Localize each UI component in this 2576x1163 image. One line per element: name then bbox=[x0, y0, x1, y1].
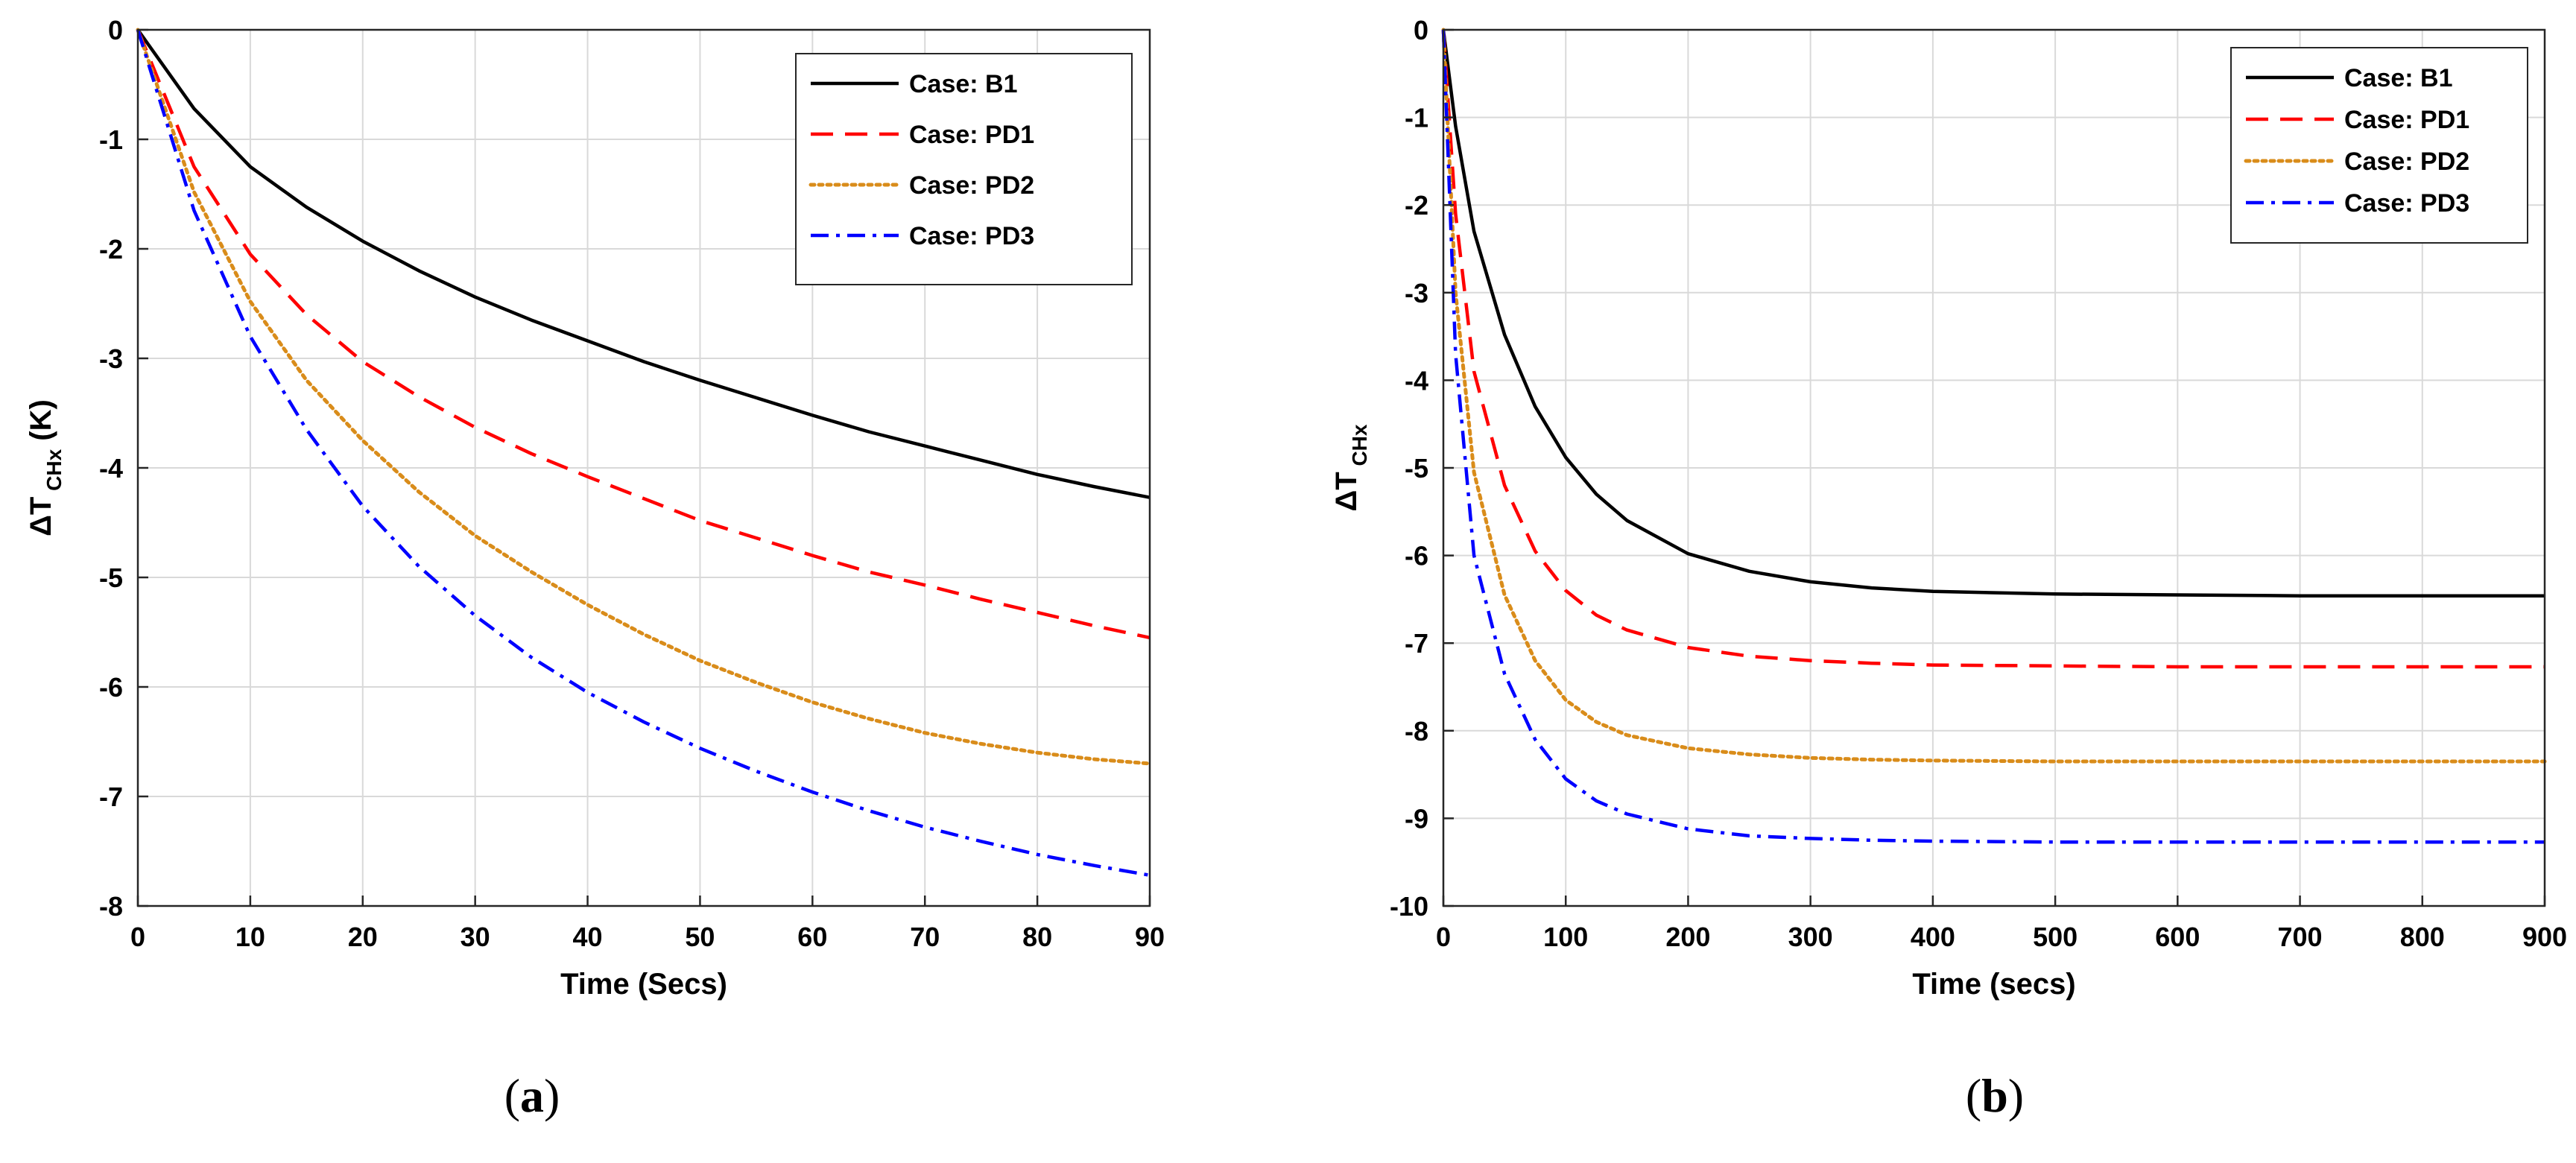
x-tick-label: 400 bbox=[1911, 922, 1955, 952]
ticks: 0 10 20 30 40 50 60 70 80 90 0 -1 -2 -3 -4 -5 -6 -7 -8 bbox=[99, 15, 1165, 952]
panel-caption-close: ) bbox=[544, 1069, 560, 1122]
y-tick-label: -3 bbox=[99, 343, 123, 374]
y-axis-label-subscript: CHx bbox=[1348, 424, 1371, 472]
legend-label: Case: PD2 bbox=[909, 171, 1034, 200]
x-tick-label: 20 bbox=[348, 922, 378, 952]
x-tick-label: 900 bbox=[2522, 922, 2567, 952]
y-tick-label: -6 bbox=[99, 672, 123, 703]
x-tick-label: 40 bbox=[573, 922, 603, 952]
panel-caption-letter: b bbox=[1981, 1069, 2008, 1122]
y-tick-label: 0 bbox=[1414, 15, 1428, 45]
y-tick-label: 0 bbox=[108, 15, 123, 45]
panel-caption-letter: a bbox=[520, 1069, 544, 1122]
series-line-case-pd3 bbox=[136, 29, 1151, 878]
x-tick-label: 90 bbox=[1135, 922, 1165, 952]
y-axis-label-unit: (K) bbox=[25, 399, 57, 449]
series-group bbox=[1441, 28, 2547, 844]
legend-label: Case: PD2 bbox=[2344, 148, 2469, 176]
y-tick-label: -6 bbox=[1405, 541, 1428, 571]
x-tick-label: 600 bbox=[2155, 922, 2200, 952]
x-tick-label: 10 bbox=[235, 922, 265, 952]
legend-label: Case: PD3 bbox=[2344, 189, 2469, 218]
y-tick-label: -4 bbox=[99, 453, 123, 484]
series-line-case-b1 bbox=[1441, 29, 2545, 598]
panel-caption: (b) bbox=[1966, 1069, 2024, 1122]
series-line-case-b1 bbox=[136, 28, 1151, 499]
x-tick-label: 100 bbox=[1543, 922, 1588, 952]
y-axis-label-subscript: CHx bbox=[42, 449, 66, 496]
x-tick-label: 80 bbox=[1022, 922, 1052, 952]
legend-label: Case: PD3 bbox=[909, 222, 1034, 250]
panel-caption-open: ( bbox=[1966, 1069, 1981, 1122]
y-tick-label: -4 bbox=[1405, 365, 1428, 396]
y-tick-label: -8 bbox=[1405, 716, 1428, 747]
y-tick-label: -5 bbox=[1405, 453, 1428, 484]
panel-caption-close: ) bbox=[2008, 1069, 2024, 1122]
series-line-case-pd2 bbox=[136, 28, 1152, 766]
panel-caption-open: ( bbox=[504, 1069, 520, 1122]
y-tick-label: -2 bbox=[1405, 190, 1428, 221]
y-tick-label: -1 bbox=[99, 124, 123, 155]
legend: Case: B1 Case: PD1 Case: PD2 Case: PD3 bbox=[2230, 47, 2528, 244]
x-tick-label: 30 bbox=[461, 922, 490, 952]
x-tick-label: 700 bbox=[2278, 922, 2323, 952]
x-tick-label: 800 bbox=[2400, 922, 2445, 952]
x-tick-label: 70 bbox=[910, 922, 940, 952]
x-axis-label: Time (secs) bbox=[1912, 968, 2075, 1001]
x-tick-label: 200 bbox=[1665, 922, 1710, 952]
chart-b: 0 100 200 300 400 500 600 700 800 900 0 -1 -2 -3 -4 -5 -… bbox=[1330, 15, 2567, 1122]
y-axis-label-main: ΔT bbox=[1330, 472, 1363, 511]
x-axis-label: Time (Secs) bbox=[560, 968, 727, 1001]
legend-box bbox=[2230, 47, 2528, 244]
y-tick-label: -10 bbox=[1390, 891, 1428, 922]
y-axis-label-main: ΔT bbox=[25, 497, 57, 536]
y-tick-label: -7 bbox=[99, 782, 123, 812]
x-tick-label: 0 bbox=[130, 922, 145, 952]
legend: Case: B1 Case: PD1 Case: PD2 Case: PD3 bbox=[795, 53, 1133, 285]
chart-a: 0 10 20 30 40 50 60 70 80 90 0 -1 -2 -3 -4 -5 -6 -7 -8 Time… bbox=[25, 15, 1165, 1122]
x-tick-label: 500 bbox=[2033, 922, 2077, 952]
y-tick-label: -8 bbox=[99, 891, 123, 922]
x-tick-label: 50 bbox=[685, 922, 715, 952]
series-line-case-pd3 bbox=[1441, 29, 2545, 844]
legend-box bbox=[795, 53, 1133, 285]
legend-label: Case: B1 bbox=[909, 70, 1018, 98]
y-tick-label: -9 bbox=[1405, 803, 1428, 834]
x-tick-label: 60 bbox=[797, 922, 827, 952]
y-tick-label: -2 bbox=[99, 234, 123, 264]
series-line-case-pd1 bbox=[136, 29, 1151, 640]
legend-label: Case: PD1 bbox=[2344, 106, 2469, 134]
legend-label: Case: B1 bbox=[2344, 64, 2453, 92]
y-tick-label: -1 bbox=[1405, 103, 1428, 133]
legend-label: Case: PD1 bbox=[909, 121, 1034, 149]
y-tick-label: -7 bbox=[1405, 628, 1428, 659]
y-tick-label: -5 bbox=[99, 563, 123, 593]
series-group bbox=[136, 28, 1152, 878]
x-tick-label: 0 bbox=[1436, 922, 1451, 952]
ticks: 0 100 200 300 400 500 600 700 800 900 0 -1 -2 -3 -4 -5 -… bbox=[1390, 15, 2567, 952]
series-line-case-pd2 bbox=[1441, 28, 2547, 764]
y-tick-label: -3 bbox=[1405, 278, 1428, 308]
y-axis-label: ΔT CHx bbox=[1330, 424, 1371, 511]
y-axis-label: ΔT CHx (K) bbox=[25, 399, 66, 536]
x-tick-label: 300 bbox=[1788, 922, 1833, 952]
panel-caption: (a) bbox=[504, 1069, 560, 1122]
